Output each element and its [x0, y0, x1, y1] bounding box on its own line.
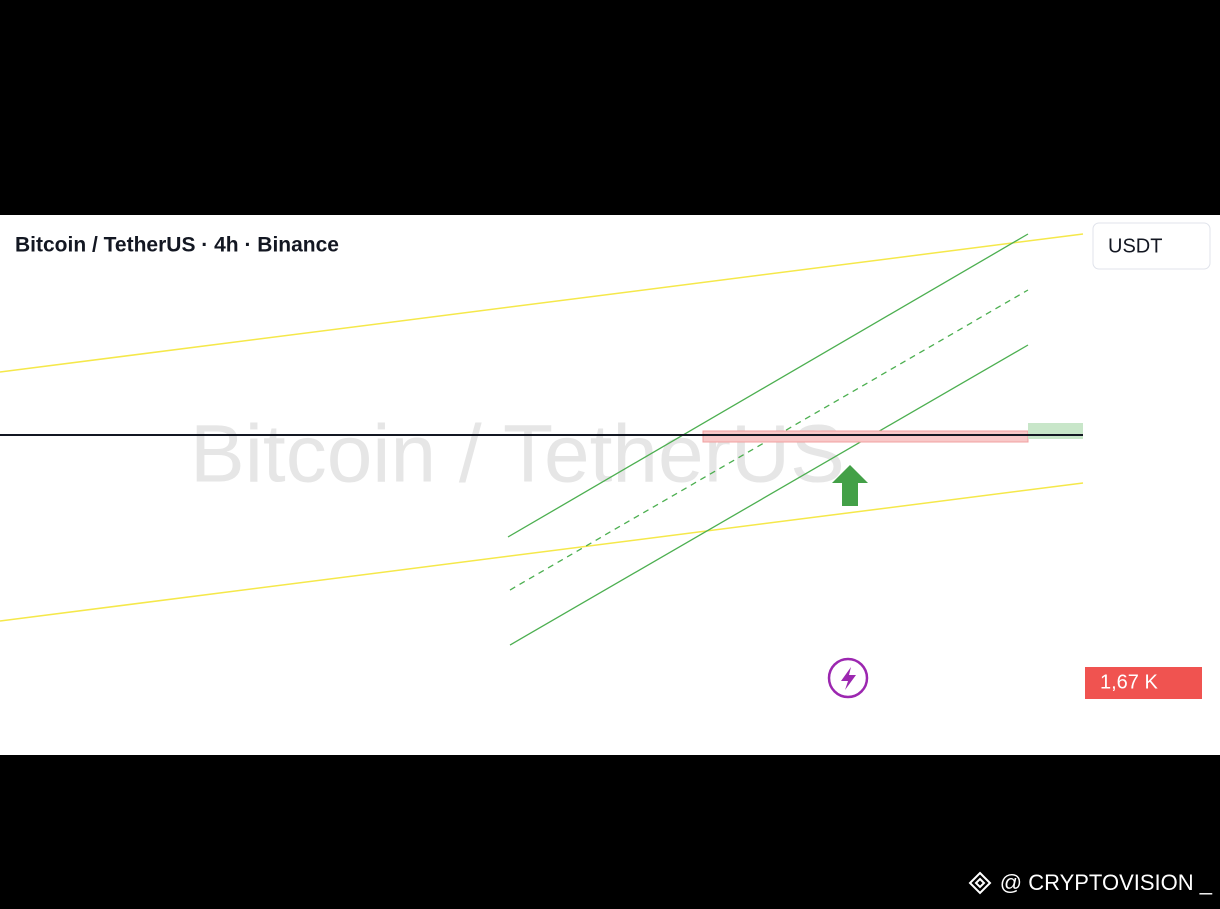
- title-bg: [0, 215, 375, 275]
- drawings: [0, 233, 1084, 699]
- volume-label: 1,67 K: [1100, 671, 1158, 693]
- trend-line: [0, 233, 1084, 373]
- price-axis: [1085, 215, 1220, 755]
- chart-title: Bitcoin / TetherUS · 4h · Binance: [15, 234, 339, 257]
- zone: [702, 430, 1029, 443]
- channel-line: [509, 344, 1029, 646]
- channel-line: [507, 233, 1029, 538]
- lightning-bolt: [841, 667, 856, 690]
- currency-button[interactable]: [1092, 222, 1211, 270]
- arrow-up: [832, 465, 868, 506]
- volume-badge: [1085, 667, 1202, 699]
- chart-background: [0, 215, 1220, 755]
- currency[interactable]: USDT: [1108, 235, 1162, 257]
- logo: [968, 871, 992, 895]
- credit: @ CRYPTOVISION _: [1000, 870, 1213, 895]
- trend-line: [0, 482, 1084, 622]
- zone: [1028, 423, 1083, 439]
- symbol-watermark: Bitcoin / TetherUS: [190, 409, 845, 500]
